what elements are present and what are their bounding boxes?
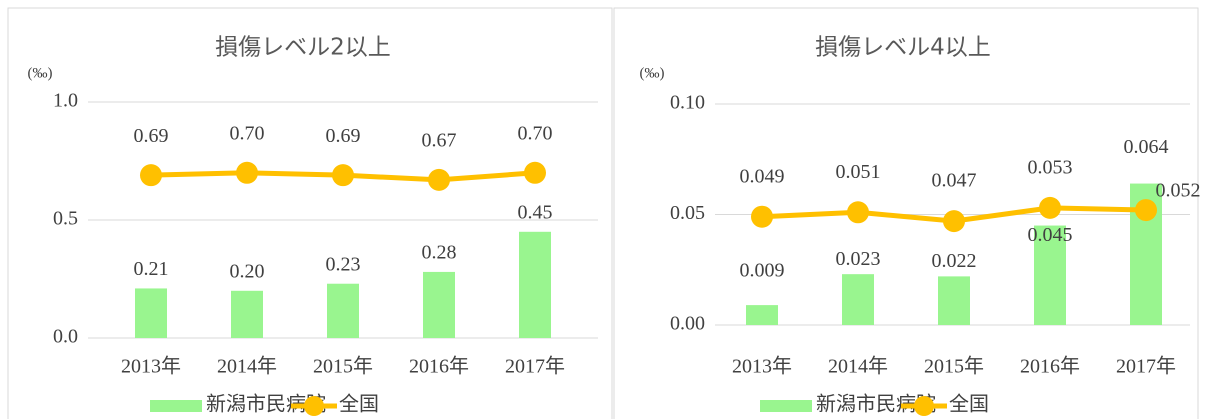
line-value-label: 0.69 — [326, 125, 361, 147]
legend-label: 新潟市民病院 — [816, 393, 936, 416]
line-value-label: 0.70 — [230, 122, 265, 144]
line-value-label: 0.67 — [422, 129, 457, 151]
line-marker — [1135, 199, 1157, 222]
line-marker — [847, 201, 869, 224]
bar — [842, 274, 874, 325]
y-unit: (‰) — [640, 65, 665, 81]
x-tick-label: 2014年 — [217, 355, 277, 378]
line-value-label: 0.69 — [134, 125, 169, 147]
y-tick-label: 0.00 — [670, 313, 705, 335]
bar-value-label: 0.23 — [326, 253, 361, 275]
legend-swatch — [150, 400, 202, 412]
bar-value-label: 0.009 — [740, 260, 785, 282]
legend-label: 全国 — [949, 393, 989, 416]
y-tick-label: 1.0 — [53, 90, 78, 112]
bar — [519, 231, 551, 338]
x-tick-label: 2016年 — [1020, 355, 1080, 378]
chart-frame — [613, 7, 1199, 419]
legend-swatch — [304, 396, 324, 416]
bar — [231, 290, 263, 338]
bar — [135, 288, 167, 338]
x-tick-label: 2017年 — [505, 355, 565, 378]
bar-value-label: 0.28 — [422, 242, 457, 264]
x-tick-label: 2015年 — [924, 355, 984, 378]
bar — [423, 271, 455, 338]
bar-value-label: 0.20 — [230, 260, 265, 282]
y-tick-label: 0.05 — [670, 202, 705, 224]
bar-value-label: 0.21 — [134, 258, 169, 280]
legend-swatch — [914, 396, 934, 416]
line-marker — [428, 168, 450, 191]
line-marker — [332, 164, 354, 187]
legend-label: 全国 — [339, 393, 379, 416]
bar — [746, 305, 778, 325]
line-value-label: 0.053 — [1028, 156, 1073, 178]
chart-title: 損傷レベル4以上 — [815, 35, 991, 61]
legend-label: 新潟市民病院 — [206, 393, 326, 416]
line-marker — [751, 205, 773, 228]
line-value-label: 0.049 — [740, 165, 785, 187]
bar-value-label: 0.023 — [836, 248, 881, 270]
legend-swatch — [760, 400, 812, 412]
line-marker — [1039, 196, 1061, 219]
bar — [327, 283, 359, 338]
line-marker — [140, 164, 162, 187]
line-marker — [524, 161, 546, 184]
y-tick-label: 0.10 — [670, 92, 705, 114]
bar-value-label: 0.022 — [932, 250, 977, 272]
line-value-label: 0.70 — [518, 122, 553, 144]
y-unit: (‰) — [28, 65, 53, 81]
y-tick-label: 0.5 — [53, 208, 78, 230]
x-tick-label: 2013年 — [121, 355, 181, 378]
line-marker — [943, 210, 965, 233]
x-tick-label: 2016年 — [409, 355, 469, 378]
line-marker — [236, 161, 258, 184]
chart-frame — [7, 7, 613, 419]
x-tick-label: 2013年 — [732, 355, 792, 378]
x-tick-label: 2014年 — [828, 355, 888, 378]
x-tick-label: 2015年 — [313, 355, 373, 378]
bar — [1034, 225, 1066, 325]
y-tick-label: 0.0 — [53, 326, 78, 348]
x-tick-label: 2017年 — [1116, 355, 1176, 378]
bar-value-label: 0.064 — [1124, 136, 1169, 158]
chart-title: 損傷レベル2以上 — [215, 35, 391, 61]
bar-value-label: 0.045 — [1028, 224, 1073, 246]
line-value-label: 0.047 — [932, 170, 977, 192]
line-value-label: 0.052 — [1156, 180, 1201, 202]
bar — [938, 276, 970, 325]
line-value-label: 0.051 — [836, 161, 881, 183]
bar-value-label: 0.45 — [518, 201, 553, 223]
